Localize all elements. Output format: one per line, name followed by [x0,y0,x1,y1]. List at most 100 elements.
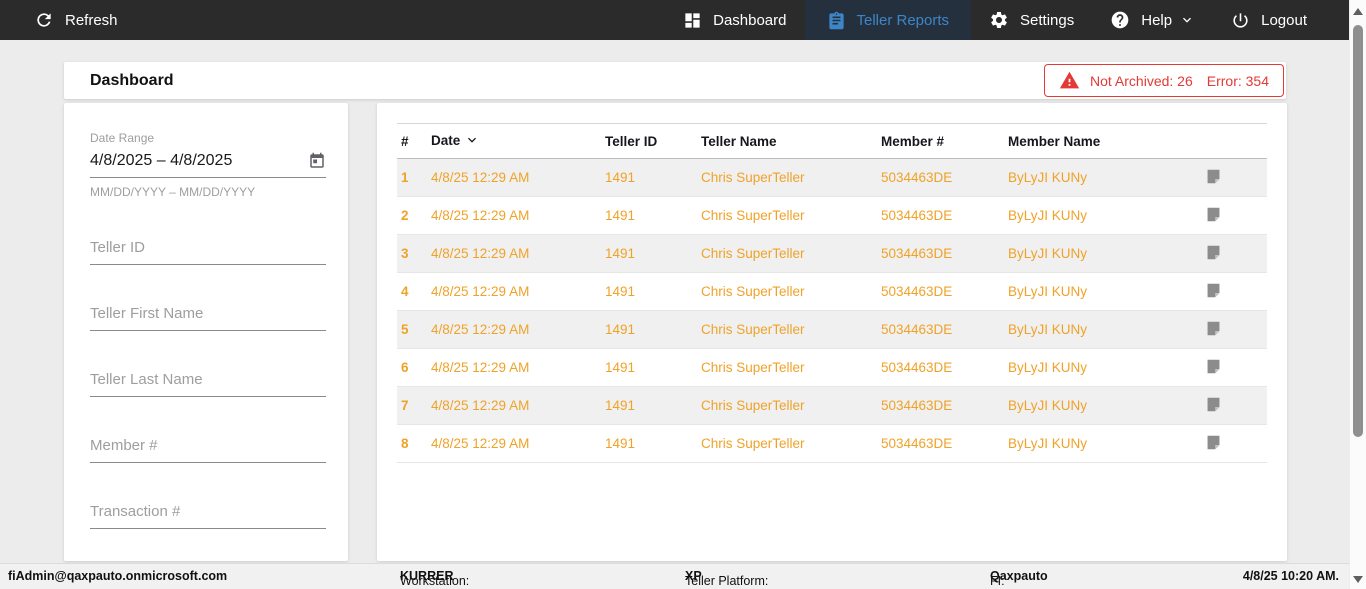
table-row[interactable]: 3 4/8/25 12:29 AM 1491 Chris SuperTeller… [397,234,1267,273]
row-member-number: 5034463DE [881,284,953,299]
note-icon[interactable] [1205,206,1222,226]
row-number: 4 [401,284,409,299]
row-teller-name: Chris SuperTeller [701,170,805,185]
row-date: 4/8/25 12:29 AM [431,170,530,185]
nav-logout[interactable]: Logout [1213,0,1325,40]
note-icon[interactable] [1205,358,1222,378]
scroll-down-arrow[interactable] [1353,576,1363,583]
col-header-actions [1160,124,1267,159]
row-member-number: 5034463DE [881,170,953,185]
row-teller-name: Chris SuperTeller [701,436,805,451]
nav-teller-reports[interactable]: Teller Reports [804,0,972,40]
row-teller-name: Chris SuperTeller [701,360,805,375]
page-title: Dashboard [90,71,174,89]
row-teller-name: Chris SuperTeller [701,284,805,299]
row-member-number: 5034463DE [881,398,953,413]
scrollbar-thumb[interactable] [1353,25,1363,437]
teller-id-input[interactable] [90,239,326,256]
note-icon[interactable] [1205,168,1222,188]
note-icon[interactable] [1205,320,1222,340]
row-actions [1160,425,1267,463]
col-header-date[interactable]: Date [427,124,601,159]
nav-teller-reports-label: Teller Reports [856,11,950,29]
scroll-up-arrow[interactable] [1353,8,1363,15]
panels: Date Range MM/DD/YYYY – MM/DD/YYYY [64,103,1349,563]
nav-dashboard[interactable]: Dashboard [665,0,804,40]
row-date: 4/8/25 12:29 AM [431,208,530,223]
transaction-number-input[interactable] [90,503,326,520]
row-teller-name: Chris SuperTeller [701,398,805,413]
refresh-button[interactable]: Refresh [34,10,118,30]
row-date: 4/8/25 12:29 AM [431,322,530,337]
member-number-input[interactable] [90,437,326,454]
vertical-scrollbar[interactable] [1349,0,1366,589]
warning-icon [1059,70,1080,91]
row-teller-id: 1491 [605,170,636,185]
nav-settings[interactable]: Settings [971,0,1092,40]
top-nav-right: Dashboard Teller Reports Settings Help [665,0,1349,40]
table-row[interactable]: 6 4/8/25 12:29 AM 1491 Chris SuperTeller… [397,349,1267,387]
row-teller-id: 1491 [605,284,636,299]
calendar-icon[interactable] [308,152,326,170]
status-timestamp: 4/8/25 10:20 AM. [1242,569,1339,583]
col-header-teller-id[interactable]: Teller ID [605,134,658,149]
row-member-number: 5034463DE [881,322,953,337]
table-row[interactable]: 2 4/8/25 12:29 AM 1491 Chris SuperTeller… [397,197,1267,235]
top-nav: Refresh Dashboard Teller Reports Setting… [0,0,1349,40]
table-body: 1 4/8/25 12:29 AM 1491 Chris SuperTeller… [397,158,1267,463]
row-member-number: 5034463DE [881,436,953,451]
row-member-name: ByLyJI KUNy [1008,208,1088,223]
row-date: 4/8/25 12:29 AM [431,246,530,261]
row-member-name: ByLyJI KUNy [1008,170,1088,185]
teller-first-name-input[interactable] [90,305,326,322]
row-number: 5 [401,322,409,337]
col-header-teller-name[interactable]: Teller Name [701,134,777,149]
row-date: 4/8/25 12:29 AM [431,398,530,413]
date-range-field: Date Range MM/DD/YYYY – MM/DD/YYYY [90,131,326,199]
note-icon[interactable] [1205,244,1222,264]
table-row[interactable]: 1 4/8/25 12:29 AM 1491 Chris SuperTeller… [397,158,1267,197]
row-member-name: ByLyJI KUNy [1008,322,1088,337]
nav-help-label: Help [1141,11,1173,29]
row-actions [1160,159,1267,197]
col-header-number[interactable]: # [401,134,409,149]
teller-last-name-field [90,371,326,397]
row-member-name: ByLyJI KUNy [1008,360,1088,375]
nav-dashboard-label: Dashboard [713,11,787,29]
note-icon[interactable] [1205,282,1222,302]
dashboard-icon [683,11,702,30]
row-number: 3 [401,246,409,261]
transaction-number-field [90,503,326,529]
table-row[interactable]: 5 4/8/25 12:29 AM 1491 Chris SuperTeller… [397,310,1267,349]
date-range-input[interactable] [90,152,290,170]
date-format-hint: MM/DD/YYYY – MM/DD/YYYY [90,185,256,199]
page-header: Dashboard Not Archived: 26 Error: 354 [64,62,1286,99]
table-row[interactable]: 4 4/8/25 12:29 AM 1491 Chris SuperTeller… [397,273,1267,311]
teller-last-name-input[interactable] [90,371,326,388]
table-row[interactable]: 8 4/8/25 12:29 AM 1491 Chris SuperTeller… [397,425,1267,463]
note-icon[interactable] [1205,434,1222,454]
row-member-name: ByLyJI KUNy [1008,284,1088,299]
col-header-member-name[interactable]: Member Name [1008,134,1101,149]
row-actions [1160,349,1267,387]
note-icon[interactable] [1205,396,1222,416]
row-actions [1160,235,1267,273]
col-header-member-number[interactable]: Member # [881,134,945,149]
table-row[interactable]: 7 4/8/25 12:29 AM 1491 Chris SuperTeller… [397,386,1267,425]
row-date: 4/8/25 12:29 AM [431,360,530,375]
row-number: 7 [401,398,409,413]
row-number: 6 [401,360,409,375]
row-number: 2 [401,208,409,223]
row-member-name: ByLyJI KUNy [1008,436,1088,451]
nav-help[interactable]: Help [1092,0,1213,40]
row-member-number: 5034463DE [881,246,953,261]
row-date: 4/8/25 12:29 AM [431,436,530,451]
row-member-number: 5034463DE [881,208,953,223]
member-number-field [90,437,326,463]
error-count: Error: 354 [1206,72,1269,89]
reports-table: # Date Teller ID Teller Name Member # Me… [397,123,1267,463]
alert-badge[interactable]: Not Archived: 26 Error: 354 [1044,64,1284,97]
gear-icon [989,10,1009,30]
row-teller-name: Chris SuperTeller [701,246,805,261]
